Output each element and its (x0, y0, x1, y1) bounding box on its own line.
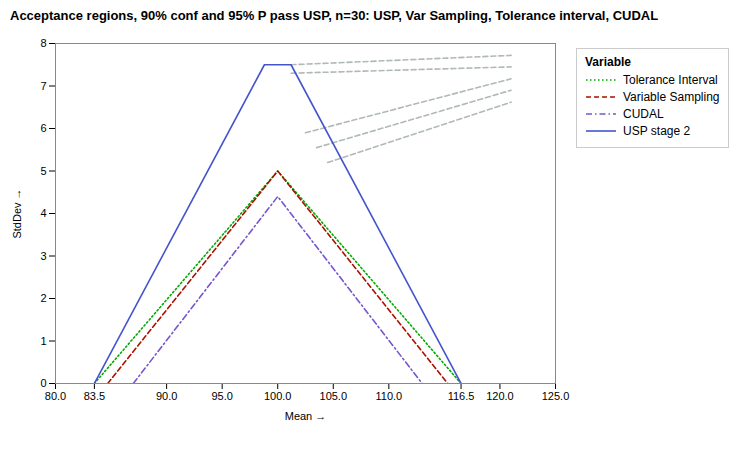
html-text:Variable Sampling: Variable Sampling (623, 90, 720, 105)
svg-text:2: 2 (40, 292, 46, 304)
svg-text:3: 3 (40, 250, 46, 262)
svg-text:Mean →: Mean → (285, 410, 327, 422)
svg-text:8: 8 (40, 37, 46, 49)
svg-text:7: 7 (40, 80, 46, 92)
svg-text:116.5: 116.5 (448, 391, 475, 403)
svg-text:125.0: 125.0 (542, 391, 570, 403)
svg-text:1: 1 (40, 335, 46, 347)
svg-text:80.0: 80.0 (45, 391, 66, 403)
svg-text:90.0: 90.0 (156, 391, 177, 403)
html-text:CUDAL: CUDAL (623, 107, 664, 122)
html-text:USP stage 2: USP stage 2 (623, 124, 691, 139)
html-text:Tolerance Interval: Tolerance Interval (623, 73, 718, 88)
svg-text:105.0: 105.0 (320, 391, 348, 403)
svg-text:83.5: 83.5 (84, 391, 105, 403)
svg-text:6: 6 (40, 122, 46, 134)
svg-text:4: 4 (40, 207, 46, 219)
html-text:Variable: Variable (585, 55, 631, 70)
html-text:Acceptance regions, 90% conf a: Acceptance regions, 90% conf and 95% P p… (10, 8, 659, 23)
svg-text:95.0: 95.0 (211, 391, 232, 403)
svg-text:0: 0 (40, 377, 46, 389)
svg-text:StdDev →: StdDev → (11, 189, 23, 239)
svg-text:5: 5 (40, 165, 46, 177)
svg-text:110.0: 110.0 (375, 391, 402, 403)
svg-text:120.0: 120.0 (486, 391, 514, 403)
svg-text:100.0: 100.0 (264, 391, 292, 403)
